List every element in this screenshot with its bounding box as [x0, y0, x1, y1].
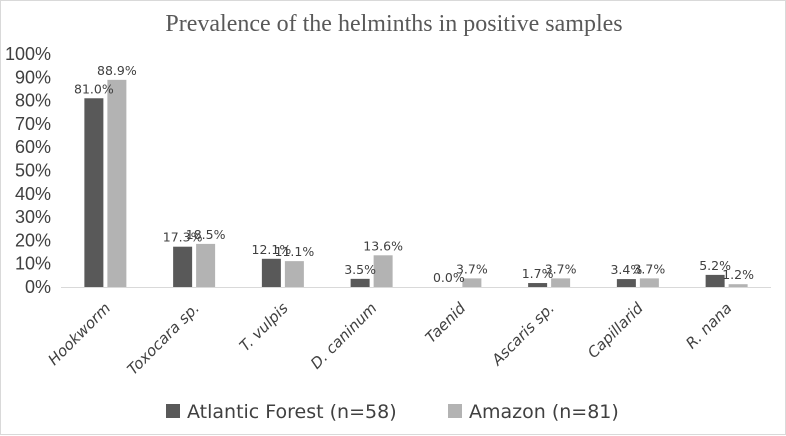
legend-swatch: [166, 404, 180, 418]
bar-series-1: [173, 246, 193, 287]
y-tick-label: 10%: [15, 254, 51, 274]
data-label: 11.1%: [275, 244, 315, 259]
data-label: 1.7%: [522, 266, 554, 281]
x-tick-label: Taenid: [422, 299, 470, 347]
bar-series-2: [284, 261, 304, 287]
bar-series-1: [528, 283, 548, 287]
bar-series-1: [350, 278, 370, 287]
chart-title: Prevalence of the helminths in positive …: [165, 11, 622, 37]
bar-series-2: [196, 243, 216, 287]
x-tick-label: Capillarid: [584, 299, 647, 362]
x-tick-label: T. vulpis: [236, 299, 292, 355]
x-tick-label: Ascaris sp.: [488, 299, 558, 369]
data-label: 12.1%: [252, 242, 292, 257]
data-label: 3.7%: [633, 261, 665, 276]
data-label: 88.9%: [97, 63, 137, 78]
bar-series-1: [261, 258, 281, 287]
bar-series-2: [107, 79, 127, 287]
y-tick-label: 0%: [25, 277, 51, 297]
bars: [84, 79, 748, 288]
x-tick-label: Hookworm: [45, 299, 115, 369]
bar-series-2: [373, 255, 393, 287]
bar-series-2: [462, 278, 482, 287]
legend-label: Atlantic Forest (n=58): [187, 401, 397, 423]
y-tick-label: 80%: [15, 91, 51, 111]
bar-series-1: [616, 279, 636, 287]
data-label: 1.2%: [722, 267, 754, 282]
bar-series-2: [551, 278, 571, 287]
data-label: 3.7%: [545, 261, 577, 276]
bar-series-2: [639, 278, 659, 287]
y-tick-label: 30%: [15, 207, 51, 227]
x-tick-label: Toxocara sp.: [124, 299, 203, 378]
y-axis: 0% 10% 20% 30% 40% 50% 60% 70% 80% 90% 100%: [5, 44, 51, 297]
data-label: 5.2%: [699, 258, 731, 273]
data-label: 13.6%: [363, 238, 403, 253]
x-tick-label: R. nana: [682, 299, 735, 352]
data-labels: 81.0% 17.3% 12.1% 3.5% 0.0% 1.7% 3.4% 5.2% 88.9%…: [74, 63, 754, 285]
bar-series-2: [728, 284, 748, 287]
y-tick-label: 40%: [15, 184, 51, 204]
y-tick-label: 90%: [15, 67, 51, 87]
x-axis: Hookworm Toxocara sp. T. vulpis D. caninum T…: [45, 287, 771, 378]
legend-swatch: [448, 404, 462, 418]
bar-series-1: [84, 98, 104, 288]
x-tick-label: D. caninum: [307, 299, 380, 372]
legend: Atlantic Forest (n=58) Amazon (n=81): [166, 401, 619, 423]
data-label: 18.5%: [186, 227, 226, 242]
data-label: 3.5%: [344, 262, 376, 277]
legend-label: Amazon (n=81): [469, 401, 619, 423]
data-label: 3.7%: [456, 261, 488, 276]
data-label: 81.0%: [74, 81, 114, 96]
bar-series-1: [705, 274, 725, 287]
data-label: 17.3%: [163, 230, 203, 245]
y-tick-label: 100%: [5, 44, 51, 64]
data-label: 0.0%: [433, 270, 465, 285]
y-tick-label: 20%: [15, 230, 51, 250]
y-tick-label: 70%: [15, 114, 51, 134]
y-tick-label: 60%: [15, 137, 51, 157]
y-tick-label: 50%: [15, 161, 51, 181]
data-label: 3.4%: [610, 262, 642, 277]
